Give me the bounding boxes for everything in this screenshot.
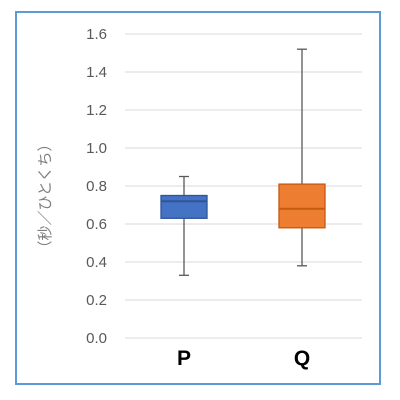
y-tick-label: 0.4 (86, 254, 107, 271)
y-tick-label: 0.2 (86, 292, 107, 309)
box-plot-series (160, 48, 326, 276)
y-tick-label: 1.0 (86, 140, 107, 157)
y-tick-label: 1.6 (86, 26, 107, 43)
y-tick-label: 0.8 (86, 178, 107, 195)
box-p (160, 175, 208, 276)
gridlines (125, 33, 362, 339)
interquartile-box (160, 194, 208, 219)
box-q (278, 48, 326, 267)
y-tick-label: 0.6 (86, 216, 107, 233)
y-tick-label: 1.2 (86, 102, 107, 119)
interquartile-box (278, 183, 326, 229)
y-tick-label: 0.0 (86, 330, 107, 347)
y-axis-tick-labels: 0.0 0.2 0.4 0.6 0.8 1.0 1.2 1.4 1.6 (86, 26, 107, 347)
category-label-p: P (177, 347, 191, 370)
y-tick-label: 1.4 (86, 64, 107, 81)
y-axis-title: （秒／ひとくち） (36, 136, 54, 255)
category-label-q: Q (294, 347, 310, 370)
